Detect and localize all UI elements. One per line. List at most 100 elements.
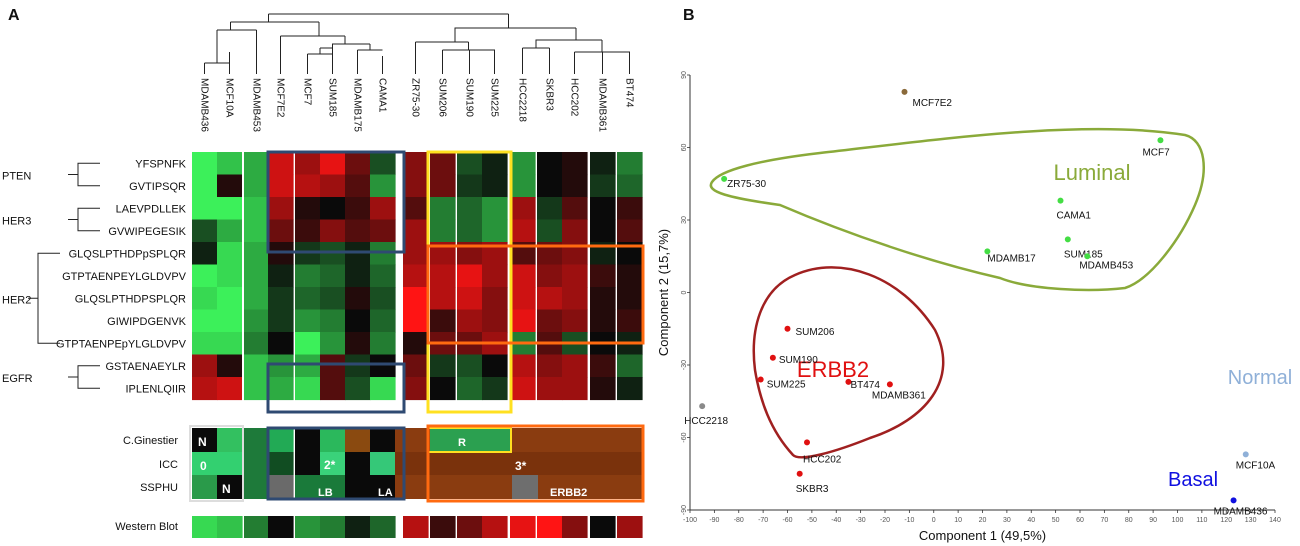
annotation-text: ERBB2 (550, 487, 587, 499)
western-blot-label: Western Blot (115, 521, 178, 533)
point-mdamb361 (886, 381, 893, 388)
annotation-cell (244, 428, 269, 499)
heatmap-cell (537, 377, 563, 401)
heatmap-cell (192, 264, 218, 288)
heatmap-cell (482, 264, 508, 288)
heatmap-cell (320, 242, 346, 266)
point-sum206 (784, 325, 791, 332)
column-label: SUM206 (437, 78, 448, 117)
annotation-cell (320, 452, 346, 475)
y-tick-label: -90 (681, 505, 688, 515)
western-blot-cell (537, 516, 563, 538)
heatmap-cell (244, 264, 270, 288)
group-bracket (77, 162, 100, 187)
column-label: MCF7E2 (275, 78, 286, 118)
x-tick-label: -90 (709, 517, 719, 524)
x-tick-label: 20 (979, 517, 987, 524)
heatmap-cell (562, 174, 588, 198)
annotation-text: LB (318, 487, 333, 499)
heatmap-cell (244, 197, 270, 221)
heatmap-cell (268, 309, 294, 333)
dendrogram-branch (332, 43, 370, 48)
luminal-box-egfr (266, 362, 406, 414)
x-tick-label: 90 (1149, 517, 1157, 524)
heatmap-cell (537, 219, 563, 243)
dendrogram-branch (469, 49, 495, 56)
heatmap-cell (457, 174, 483, 198)
heatmap-cell (320, 287, 346, 311)
point-label: MCF7 (1142, 147, 1170, 158)
annotation-text: N (222, 482, 231, 496)
heatmap-cell (617, 309, 643, 333)
point-label: ZR75-30 (727, 179, 766, 190)
heatmap-cell (370, 219, 396, 243)
western-blot-cell (590, 516, 616, 538)
column-label: MDAMB453 (251, 78, 262, 132)
orange-box (426, 244, 645, 345)
heatmap-cell (192, 197, 218, 221)
point-label: HCC202 (803, 454, 842, 465)
heatmap-cell (562, 219, 588, 243)
heatmap-cell (345, 219, 371, 243)
column-label: HCC202 (569, 78, 580, 117)
heatmap-cell (345, 332, 371, 356)
heatmap-cell (295, 354, 321, 378)
heatmap-cell (370, 197, 396, 221)
point-sum185 (1064, 236, 1071, 243)
row-labels: YFSPNFK GVTIPSQR LAEVPDLLEK GVWIPEGESIK GLQS… (56, 158, 187, 395)
annotation-text: R (458, 437, 466, 449)
western-blot-cell (457, 516, 483, 538)
heatmap-cell (537, 174, 563, 198)
point-label: MDAMB453 (1079, 260, 1133, 271)
heatmap-cell (617, 219, 643, 243)
panel-a-label: A (8, 7, 20, 24)
heatmap-cell (192, 219, 218, 243)
heatmap-cell (562, 287, 588, 311)
heatmap-cell (617, 197, 643, 221)
peptide-label: YFSPNFK (135, 158, 186, 170)
group-label-luminal: Luminal (1053, 160, 1130, 185)
heatmap-cell (617, 174, 643, 198)
heatmap-cell (482, 354, 508, 378)
heatmap-cell (370, 309, 396, 333)
x-tick-label: 100 (1172, 517, 1184, 524)
heatmap-cell (370, 354, 396, 378)
annotation-cell (512, 475, 538, 499)
heatmap-cell (320, 309, 346, 333)
heatmap-cell (537, 309, 563, 333)
heatmap-cell (403, 242, 429, 266)
luminal-box-annot (266, 426, 406, 501)
heatmap-cell (370, 287, 396, 311)
column-labels: MDAMB436 MCF10A MDAMB453 MCF7E2 MCF7 SUM185 MD… (199, 78, 635, 132)
x-tick-label: 40 (1027, 517, 1035, 524)
heatmap-cell (268, 152, 294, 176)
orange-box-annot (426, 424, 645, 503)
annotation-cell (345, 428, 371, 452)
column-label: SUM190 (464, 78, 475, 117)
point-skbr3 (796, 470, 803, 477)
point-label: SKBR3 (796, 484, 829, 495)
heatmap-cell (268, 174, 294, 198)
heatmap-cell (295, 264, 321, 288)
heatmap-cell (430, 354, 456, 378)
column-label: MDAMB436 (199, 78, 210, 132)
heatmap-cell (345, 354, 371, 378)
heatmap-cell (482, 377, 508, 401)
group-labels: PTEN HER3 HER2 EGFR (2, 162, 100, 389)
heatmap-cell (562, 309, 588, 333)
point-mdamb453 (1084, 253, 1091, 260)
heatmap-cell (295, 332, 321, 356)
point-label: MDAMB436 (1214, 506, 1268, 517)
heatmap-cell (590, 197, 616, 221)
y-tick-label: 0 (681, 290, 688, 294)
heatmap-cell (370, 152, 396, 176)
point-label: SUM185 (1064, 249, 1103, 260)
annotation-cell (345, 475, 371, 499)
x-tick-label: 70 (1100, 517, 1108, 524)
heatmap-cell (268, 264, 294, 288)
x-tick-label: -40 (831, 517, 841, 524)
heatmap-cell (562, 377, 588, 401)
column-label: SKBR3 (544, 78, 555, 111)
heatmap-cell (430, 309, 456, 333)
heatmap-cell (295, 197, 321, 221)
